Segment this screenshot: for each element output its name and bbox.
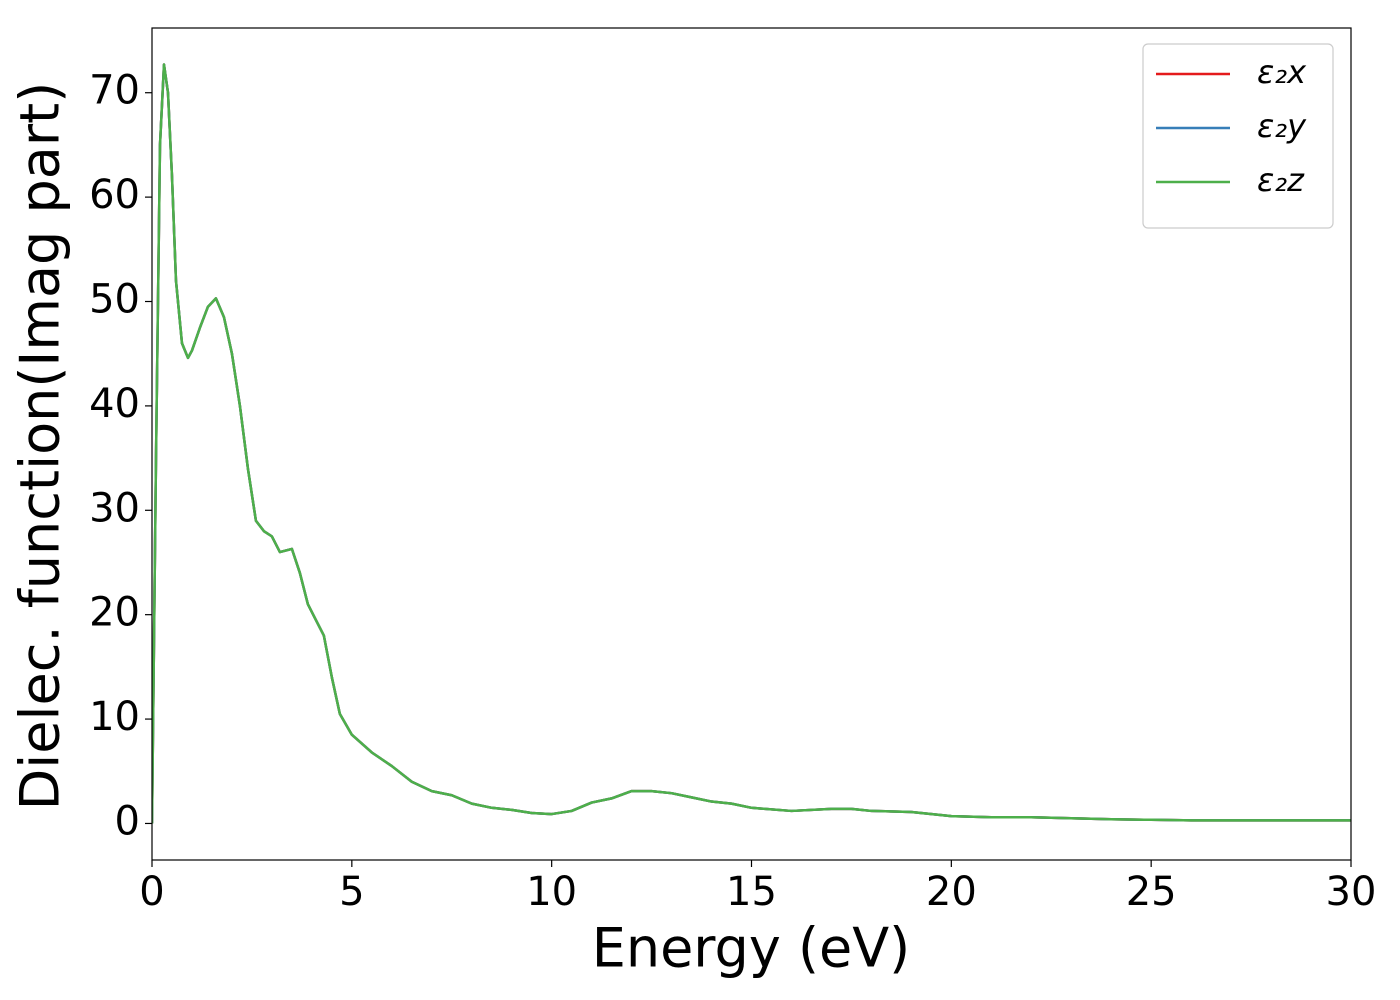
x-tick-label: 20: [926, 869, 977, 915]
x-tick-label: 0: [139, 869, 164, 915]
y-axis-label: Dielec. function(Imag part): [9, 82, 72, 811]
y-tick-label: 60: [89, 172, 140, 218]
x-tick-label: 25: [1126, 869, 1177, 915]
x-tick-label: 15: [726, 869, 777, 915]
y-tick-label: 40: [89, 381, 140, 427]
data-line: [152, 63, 1351, 824]
y-tick-label: 50: [89, 277, 140, 323]
x-tick-label: 10: [526, 869, 577, 915]
y-tick-label: 70: [89, 68, 140, 114]
x-tick-label: 5: [339, 869, 364, 915]
x-axis-label: Energy (eV): [592, 917, 911, 980]
y-tick-label: 20: [89, 590, 140, 636]
y-tick-label: 0: [115, 798, 140, 844]
y-tick-label: 10: [89, 694, 140, 740]
plot-frame: [151, 27, 1352, 861]
y-tick-label: 30: [89, 485, 140, 531]
legend-label: ε₂x: [1257, 53, 1307, 91]
x-tick-label: 30: [1326, 869, 1377, 915]
legend-label: ε₂y: [1257, 107, 1307, 145]
legend-label: ε₂z: [1257, 161, 1305, 199]
